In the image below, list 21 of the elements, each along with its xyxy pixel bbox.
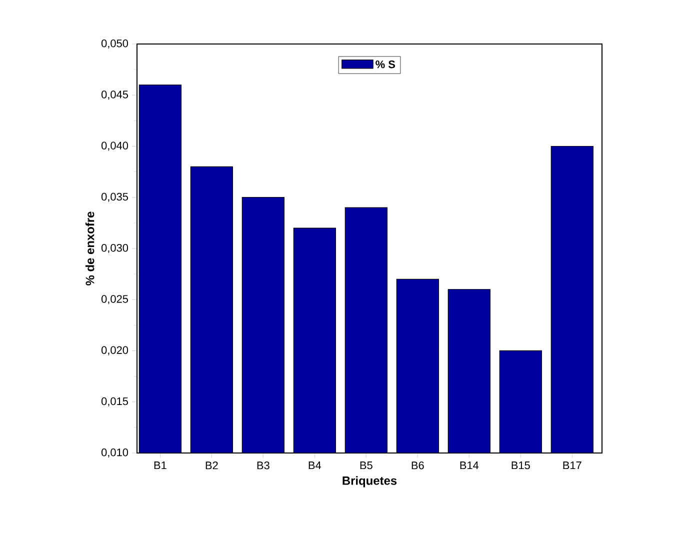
x-tick-label: B3 [257, 462, 270, 470]
y-tick-label: 0,025 [101, 295, 128, 304]
y-tick-label: 0,045 [101, 90, 128, 100]
y-tick-label: 0,030 [101, 244, 128, 254]
x-tick-label: B2 [206, 462, 218, 470]
y-tick-label: 0,010 [101, 448, 128, 458]
x-tick-label: B4 [308, 462, 322, 470]
legend-label: % S [376, 60, 395, 68]
y-tick-label: 0,050 [101, 39, 128, 49]
y-tick-label: 0,020 [101, 346, 128, 356]
x-tick-label: B15 [512, 462, 530, 470]
y-tick-label: 0,040 [101, 142, 128, 151]
x-tick-label: B14 [460, 462, 479, 470]
x-tick-label: B1 [154, 462, 166, 470]
y-tick-label: 0,015 [101, 397, 128, 406]
x-tick-label: B6 [412, 462, 424, 470]
y-axis-title: % de enxofre [85, 212, 94, 286]
x-tick-label: B5 [360, 462, 372, 470]
x-axis-title: Briquetes [342, 476, 397, 488]
y-tick-label: 0,035 [101, 192, 128, 202]
x-tick-label: B17 [563, 462, 582, 470]
